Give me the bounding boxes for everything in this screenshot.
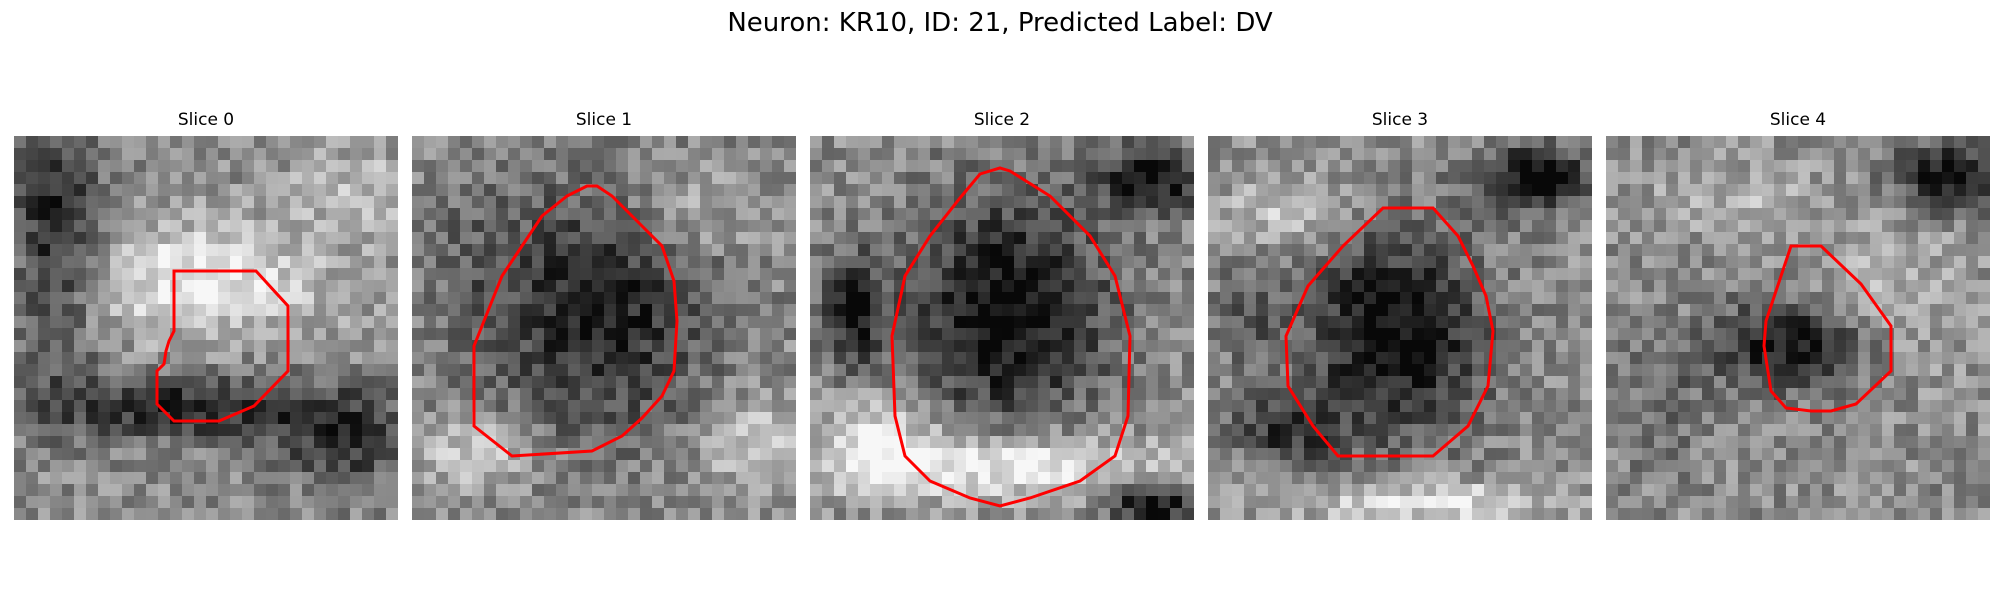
slice-panel-0: Slice 0 <box>14 108 398 520</box>
roi-outline-0 <box>155 269 290 423</box>
slice-panel-3: Slice 3 <box>1208 108 1592 520</box>
slice-title-1: Slice 1 <box>575 110 633 130</box>
roi-outline-2 <box>890 166 1132 508</box>
slice-panel-2: Slice 2 <box>810 108 1194 520</box>
grayscale-micrograph-0 <box>14 136 398 520</box>
grayscale-micrograph-4 <box>1606 136 1990 520</box>
roi-outline-1 <box>472 184 679 458</box>
grayscale-micrograph-1 <box>412 136 796 520</box>
slice-title-0: Slice 0 <box>177 110 235 130</box>
slice-title-3: Slice 3 <box>1371 110 1429 130</box>
slice-image-2 <box>810 136 1194 520</box>
roi-outline-4 <box>1762 244 1893 413</box>
slice-image-0 <box>14 136 398 520</box>
figure-title: Neuron: KR10, ID: 21, Predicted Label: D… <box>727 8 1273 38</box>
slice-image-3 <box>1208 136 1592 520</box>
slice-title-4: Slice 4 <box>1769 110 1827 130</box>
slice-image-1 <box>412 136 796 520</box>
slice-panel-1: Slice 1 <box>412 108 796 520</box>
grayscale-micrograph-2 <box>810 136 1194 520</box>
roi-outline-3 <box>1284 206 1495 458</box>
slice-title-2: Slice 2 <box>973 110 1031 130</box>
slice-image-4 <box>1606 136 1990 520</box>
slice-panel-4: Slice 4 <box>1606 108 1990 520</box>
